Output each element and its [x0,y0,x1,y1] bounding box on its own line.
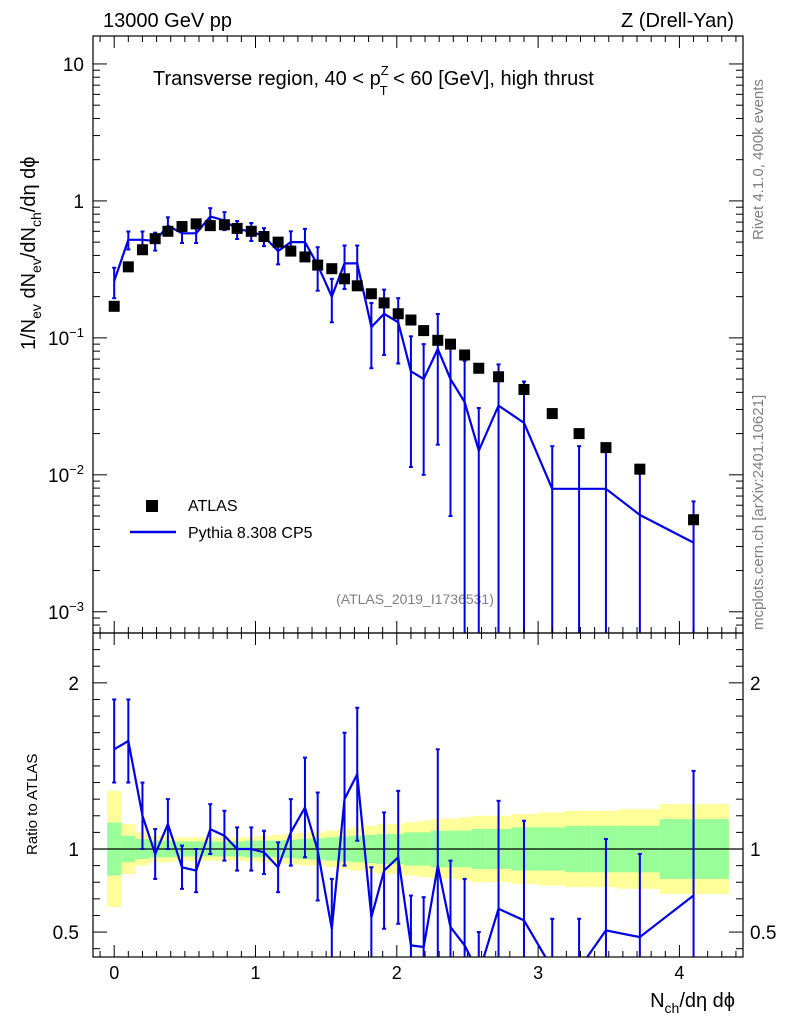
atlas-data-point [634,463,646,475]
atlas-data-point [392,308,404,320]
atlas-data-point [445,338,456,350]
atlas-data-point [418,325,430,337]
atlas-data-point [600,442,612,454]
atlas-data-point [365,288,377,300]
ratio-y-tick-label-right: 2 [750,674,761,695]
atlas-data-point [312,259,324,271]
ratio-y-tick-label: 2 [68,674,79,695]
x-tick-label: 0 [109,963,119,983]
rivet-label: Rivet 4.1.0, 400k events [750,79,767,240]
ratio-mc-line [113,739,695,957]
ratio-frame [92,632,744,958]
atlas-data-point [351,280,363,292]
ratio-y-tick-label-right: 0.5 [750,923,776,944]
atlas-data-point [473,362,485,374]
atlas-data-point [176,221,188,233]
plot-title: Transverse region, 40 < pZ T < 60 [GeV], … [153,63,594,98]
title-sub: T [380,83,388,98]
atlas-data-point [136,244,148,256]
atlas-data-point [459,349,471,361]
legend: ATLAS Pythia 8.308 CP5 [130,498,313,542]
y-tick-label: 10−3 [48,599,84,624]
header-left: 13000 GeV pp [103,10,232,32]
atlas-data-point [108,300,120,312]
main-plot: 0 1 2 3 4 10−3 10−2 10−1 1 10 [48,35,744,983]
atlas-data-point [162,225,174,237]
atlas-data-point [285,245,297,257]
header-right: Z (Drell-Yan) [621,10,734,32]
atlas-data-point [573,428,585,440]
atlas-data-point [190,218,202,230]
ratio-y-tick-label-right: 1 [750,840,761,861]
atlas-data-point [272,236,284,248]
title-sup: Z [381,63,389,78]
y-tick-label: 10 [63,55,84,76]
atlas-data-point [122,261,134,273]
title-pre: Transverse region, 40 < p [153,68,381,90]
ratio-y-label: Ratio to ATLAS [24,754,41,855]
atlas-data-point [299,251,311,263]
atlas-data-point [432,334,444,346]
atlas-data-point [546,408,558,420]
atlas-data-point [218,219,230,231]
ratio-y-tick-label: 1 [68,840,79,861]
x-tick-label: 4 [674,963,684,983]
atlas-data-point [149,233,161,245]
atlas-data-point [258,230,270,242]
atlas-data-point [326,263,338,275]
y-tick-label: 1 [73,192,84,213]
x-tick-label: 1 [250,963,260,983]
main-frame [92,35,744,634]
atlas-data-point [204,220,216,232]
atlas-data-point [339,273,351,285]
atlas-data-point [518,383,530,395]
atlas-data-point [245,225,257,237]
legend-atlas-label: ATLAS [188,498,238,515]
analysis-label: (ATLAS_2019_I1736531) [336,591,494,607]
atlas-data-point [493,371,505,383]
ratio-y-tick-label: 0.5 [53,923,79,944]
y-tick-label: 10−1 [48,325,84,350]
x-tick-label: 2 [392,963,402,983]
x-tick-label: 3 [533,963,543,983]
atlas-data-point [688,514,700,526]
legend-pythia-label: Pythia 8.308 CP5 [188,525,313,542]
x-axis-label: Nch/dη dϕ [650,990,735,1016]
atlas-data-point [231,222,243,234]
mc-line [113,215,695,544]
y-axis-label: 1/Nev dNev/dNch/dη dϕ [18,157,44,350]
ratio-plot: 0.5 0.5 1 1 2 2 [53,632,776,958]
title-post: < 60 [GeV], high thrust [388,68,595,90]
mcplots-label: mcplots.cern.ch [arXiv:2401.10621] [750,395,767,630]
y-tick-label: 10−2 [48,462,84,487]
atlas-data-point [405,314,417,326]
legend-atlas-marker [146,500,158,512]
atlas-data-point [378,297,390,309]
